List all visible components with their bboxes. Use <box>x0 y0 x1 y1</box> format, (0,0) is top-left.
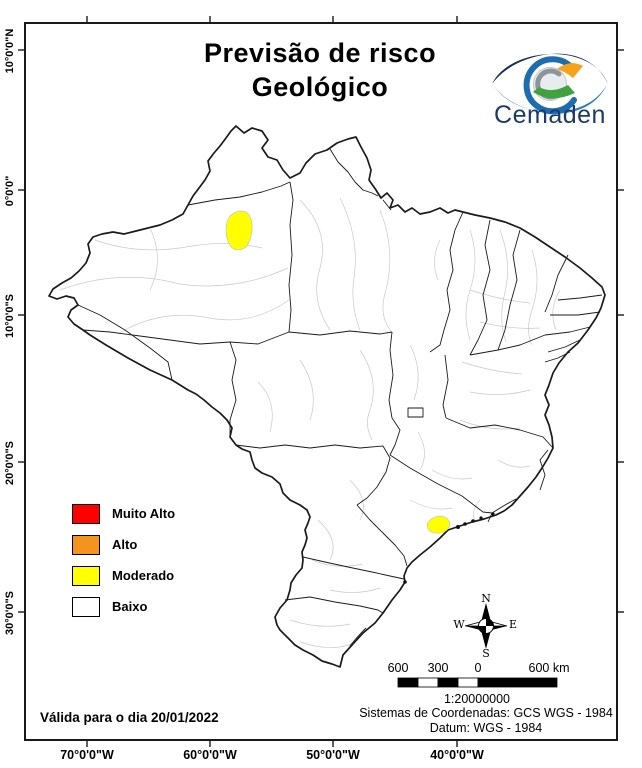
lon-label-40w: 40°0'0"W <box>430 748 484 762</box>
cemaden-logo-text: Cemaden <box>494 101 606 129</box>
compass-rose <box>464 603 508 649</box>
legend-label-moderado: Moderado <box>112 568 175 583</box>
risk-area-north <box>225 210 253 251</box>
municipal-boundaries <box>59 197 561 648</box>
datum-line: Datum: WGS - 1984 <box>429 721 543 735</box>
scale-label-300: 300 <box>427 661 449 675</box>
lat-label-0: 0°0'0" <box>4 175 16 207</box>
compass-e: E <box>508 618 518 631</box>
legend-label-baixo: Baixo <box>112 599 148 614</box>
legend-swatch-muito-alto <box>72 504 100 524</box>
coastal-urban-specks <box>349 512 495 647</box>
legend-swatch-alto <box>72 535 100 555</box>
compass-s: S <box>482 647 490 660</box>
map-title-line2: Geológico <box>251 72 389 102</box>
legend-swatch-baixo <box>72 597 100 617</box>
lat-label-10s: 10°0'0"S <box>4 293 16 339</box>
compass-n: N <box>481 592 491 605</box>
scale-bar <box>397 677 558 688</box>
lon-label-70w: 70°0'0"W <box>60 748 114 762</box>
cemaden-logo-icon <box>492 53 608 115</box>
scale-label-0: 0 <box>474 661 482 675</box>
scale-label-600km: 600 km <box>528 661 570 675</box>
scale-label-600-left: 600 <box>387 661 409 675</box>
legend-label-alto: Alto <box>112 537 138 552</box>
lon-label-60w: 60°0'0"W <box>183 748 237 762</box>
state-boundaries <box>77 148 603 614</box>
map-frame <box>24 22 618 741</box>
graticule-ticks <box>18 16 624 747</box>
coordinate-system-text: Sistemas de Coordenadas: GCS WGS - 1984 … <box>350 706 622 736</box>
legend-label-muito-alto: Muito Alto <box>112 506 176 521</box>
legend-swatch-moderado <box>72 566 100 586</box>
risk-area-southeast <box>426 515 451 534</box>
lat-label-20s: 20°0'0"S <box>4 440 16 486</box>
map-title-line1: Previsão de risco <box>203 38 437 68</box>
compass-w: W <box>453 618 465 631</box>
brazil-country-outline <box>48 125 606 668</box>
lat-label-30s: 30°0'0"S <box>4 590 16 636</box>
validity-date-text: Válida para o dia 20/01/2022 <box>40 710 219 725</box>
coordinate-system-line: Sistemas de Coordenadas: GCS WGS - 1984 <box>359 706 613 720</box>
lat-label-10n: 10°0'0"N <box>4 28 16 74</box>
scale-ratio: 1:20000000 <box>443 692 511 706</box>
lon-label-50w: 50°0'0"W <box>306 748 360 762</box>
